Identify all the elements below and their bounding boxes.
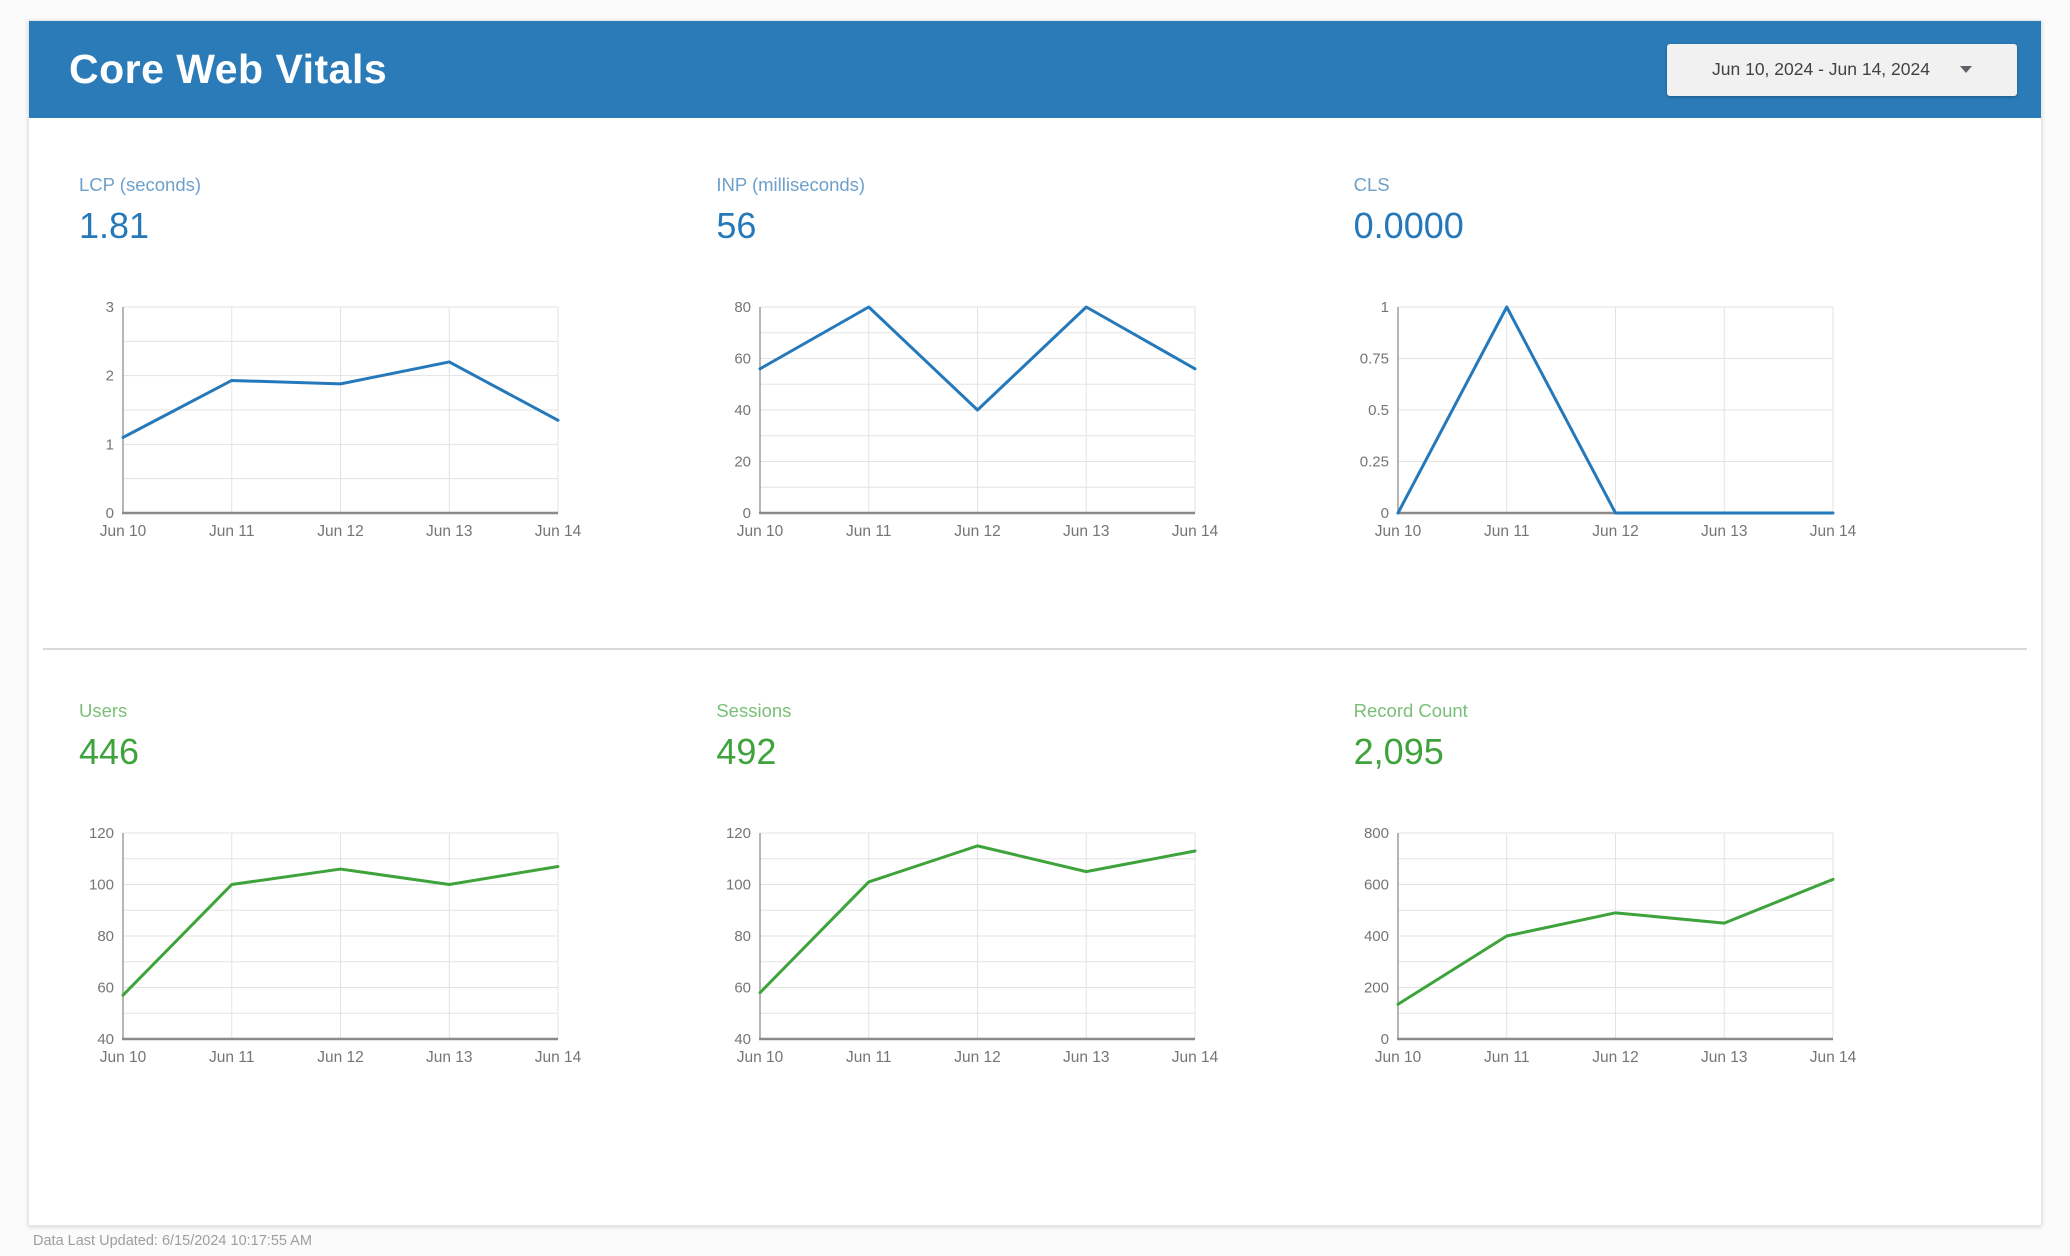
svg-text:1: 1 [106, 436, 114, 453]
date-range-select[interactable]: Jun 10, 2024 - Jun 14, 2024 [1667, 43, 2017, 96]
svg-text:Jun 14: Jun 14 [535, 1049, 582, 1066]
svg-text:Jun 10: Jun 10 [737, 1049, 784, 1066]
page-title: Core Web Vitals [69, 46, 388, 92]
metric-label-record-count: Record Count [1353, 700, 1468, 721]
svg-text:Jun 12: Jun 12 [317, 523, 364, 540]
svg-text:Jun 13: Jun 13 [1063, 523, 1110, 540]
panel-record-count: Record Count 2,095 0 200 400 600 800 Jun 10 Ju… [1354, 650, 1991, 1073]
svg-text:80: 80 [97, 928, 114, 945]
report-card: Core Web Vitals Jun 10, 2024 - Jun 14, 2… [28, 20, 2042, 1226]
line-chart-lcp: 0 1 2 3 Jun 10 Jun 11 Jun 12 Jun 13 Jun 14 [100, 299, 582, 540]
svg-text:Jun 11: Jun 11 [1484, 1049, 1529, 1066]
svg-text:Jun 12: Jun 12 [955, 523, 1002, 540]
svg-text:0: 0 [106, 505, 114, 522]
svg-text:Jun 13: Jun 13 [1701, 1049, 1748, 1066]
metric-value-users: 446 [79, 731, 140, 772]
svg-text:Jun 11: Jun 11 [846, 523, 891, 540]
svg-text:120: 120 [726, 825, 751, 842]
line-chart-users: 40 60 80 100 120 Jun 10 Jun 11 Jun 12 Jun 13 Jun … [89, 825, 582, 1066]
svg-text:400: 400 [1364, 928, 1389, 945]
charts-row-bottom: Users 446 40 60 80 100 120 Jun 10 Jun 11 Jun 12… [29, 650, 2041, 1073]
svg-text:100: 100 [726, 877, 751, 894]
svg-text:80: 80 [735, 928, 752, 945]
svg-text:120: 120 [89, 825, 114, 842]
svg-text:Jun 12: Jun 12 [1592, 1049, 1639, 1066]
svg-text:1: 1 [1380, 299, 1388, 316]
svg-text:40: 40 [735, 1031, 752, 1048]
metric-value-cls: 0.0000 [1353, 205, 1464, 246]
svg-text:Jun 12: Jun 12 [955, 1049, 1002, 1066]
svg-text:Jun 10: Jun 10 [100, 1049, 147, 1066]
metric-label-cls: CLS [1353, 174, 1390, 195]
svg-text:Jun 10: Jun 10 [737, 523, 784, 540]
row-divider [43, 648, 2027, 650]
svg-text:Jun 11: Jun 11 [1484, 523, 1529, 540]
svg-text:0.25: 0.25 [1359, 454, 1388, 471]
svg-text:3: 3 [106, 299, 114, 316]
svg-text:Jun 14: Jun 14 [535, 523, 582, 540]
svg-text:Jun 11: Jun 11 [209, 1049, 254, 1066]
panel-lcp: LCP (seconds) 1.81 0 1 2 3 Jun 10 Jun 11 Jun 1… [79, 118, 716, 638]
svg-text:Jun 14: Jun 14 [1172, 523, 1219, 540]
metric-value-record-count: 2,095 [1353, 731, 1444, 772]
metric-label-lcp: LCP (seconds) [79, 174, 202, 195]
svg-text:800: 800 [1364, 825, 1389, 842]
svg-text:Jun 12: Jun 12 [317, 1049, 364, 1066]
svg-text:60: 60 [735, 351, 752, 368]
metric-value-inp: 56 [716, 205, 757, 246]
svg-text:Jun 10: Jun 10 [100, 523, 147, 540]
svg-text:60: 60 [735, 980, 752, 997]
svg-text:Jun 11: Jun 11 [846, 1049, 891, 1066]
header-bar: Core Web Vitals Jun 10, 2024 - Jun 14, 2… [29, 21, 2041, 118]
svg-text:Jun 13: Jun 13 [426, 1049, 473, 1066]
svg-text:Jun 13: Jun 13 [1063, 1049, 1110, 1066]
metric-label-sessions: Sessions [716, 700, 792, 721]
svg-text:Jun 10: Jun 10 [1374, 1049, 1421, 1066]
svg-text:Jun 13: Jun 13 [1701, 523, 1748, 540]
panel-users: Users 446 40 60 80 100 120 Jun 10 Jun 11 Jun 12… [79, 650, 716, 1073]
chevron-down-icon [1959, 66, 1972, 73]
panel-sessions: Sessions 492 40 60 80 100 120 Jun 10 Jun 11 Jun… [716, 650, 1353, 1073]
line-chart-inp: 0 20 40 60 80 Jun 10 Jun 11 Jun 12 Jun 13 Jun 14 [735, 299, 1219, 540]
svg-text:0.5: 0.5 [1368, 402, 1389, 419]
line-chart-record-count: 0 200 400 600 800 Jun 10 Jun 11 Jun 12 Jun 13 Jun… [1364, 825, 1857, 1066]
svg-text:Jun 12: Jun 12 [1592, 523, 1639, 540]
svg-text:2: 2 [106, 368, 114, 385]
svg-text:100: 100 [89, 877, 114, 894]
svg-text:200: 200 [1364, 980, 1389, 997]
panel-cls: CLS 0.0000 0 0.25 0.5 0.75 1 Jun 10 Jun 11 Jun … [1354, 118, 1991, 638]
svg-text:80: 80 [735, 299, 752, 316]
date-range-value: Jun 10, 2024 - Jun 14, 2024 [1712, 59, 1930, 79]
line-chart-sessions: 40 60 80 100 120 Jun 10 Jun 11 Jun 12 Jun 13 Jun … [726, 825, 1219, 1066]
charts-row-top: LCP (seconds) 1.81 0 1 2 3 Jun 10 Jun 11 Jun 1… [29, 118, 2041, 638]
svg-text:20: 20 [735, 454, 752, 471]
svg-text:40: 40 [97, 1031, 114, 1048]
svg-text:Jun 11: Jun 11 [209, 523, 254, 540]
svg-text:Jun 10: Jun 10 [1374, 523, 1421, 540]
metric-value-sessions: 492 [716, 731, 777, 772]
svg-text:Jun 14: Jun 14 [1172, 1049, 1219, 1066]
svg-text:40: 40 [735, 402, 752, 419]
svg-text:0: 0 [1380, 505, 1388, 522]
svg-text:0.75: 0.75 [1359, 351, 1388, 368]
svg-text:600: 600 [1364, 877, 1389, 894]
svg-text:Jun 13: Jun 13 [426, 523, 473, 540]
svg-text:0: 0 [743, 505, 751, 522]
metric-label-users: Users [79, 700, 128, 721]
svg-text:60: 60 [97, 980, 114, 997]
line-chart-cls: 0 0.25 0.5 0.75 1 Jun 10 Jun 11 Jun 12 Jun 13 Jun… [1359, 299, 1856, 540]
metric-value-lcp: 1.81 [79, 205, 150, 246]
metric-label-inp: INP (milliseconds) [716, 174, 866, 195]
panel-inp: INP (milliseconds) 56 0 20 40 60 80 Jun 10 Jun… [716, 118, 1353, 638]
svg-text:Jun 14: Jun 14 [1809, 1049, 1856, 1066]
svg-text:Jun 14: Jun 14 [1809, 523, 1856, 540]
svg-text:0: 0 [1380, 1031, 1388, 1048]
last-updated-note: Data Last Updated: 6/15/2024 10:17:55 AM [33, 1233, 312, 1249]
